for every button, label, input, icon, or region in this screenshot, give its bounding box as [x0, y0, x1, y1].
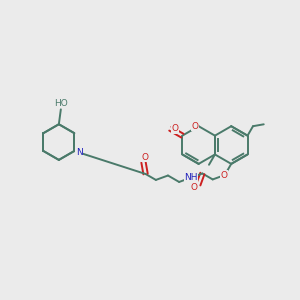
- Text: NH: NH: [184, 173, 198, 182]
- Text: O: O: [172, 124, 179, 133]
- Text: O: O: [191, 183, 198, 192]
- Text: N: N: [76, 148, 83, 158]
- Text: HO: HO: [54, 99, 68, 108]
- Text: O: O: [191, 122, 198, 131]
- Text: O: O: [220, 170, 227, 179]
- Text: O: O: [141, 153, 148, 162]
